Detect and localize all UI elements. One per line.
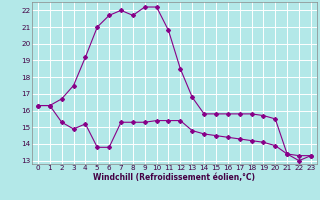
X-axis label: Windchill (Refroidissement éolien,°C): Windchill (Refroidissement éolien,°C) (93, 173, 255, 182)
